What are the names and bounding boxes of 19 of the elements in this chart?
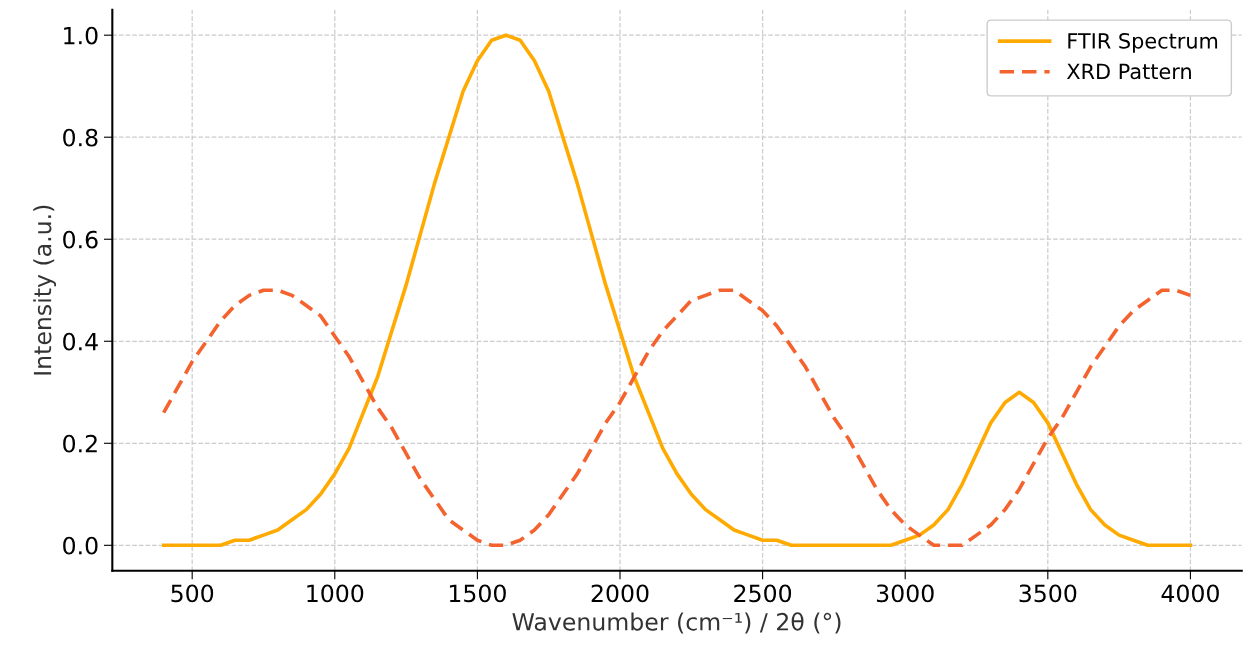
y-tick-label: 0.2 <box>63 434 97 453</box>
legend-label: XRD Pattern <box>1066 63 1191 80</box>
x-tick-label: 1500 <box>449 584 506 603</box>
x-tick-label: 500 <box>171 584 214 603</box>
x-tick-label: 2000 <box>591 584 649 603</box>
y-tick-label: 0.6 <box>63 230 98 249</box>
y-tick-label: 0.0 <box>63 536 98 555</box>
x-tick-label: 3500 <box>1019 584 1077 603</box>
legend-label: FTIR Spectrum <box>1068 32 1218 53</box>
y-tick-label: 0.8 <box>63 128 98 147</box>
y-tick-label: 1.0 <box>64 26 98 45</box>
y-axis-title: Intensity (a.u.) <box>33 205 57 375</box>
x-tick-label: 3000 <box>876 584 934 603</box>
line-series <box>161 288 1193 548</box>
x-tick-label: 4000 <box>1161 584 1219 603</box>
x-tick-label: 1000 <box>307 584 364 603</box>
x-tick-label: 2500 <box>734 584 792 603</box>
x-axis-title: Wavenumber (cm⁻¹) / 2θ (°) <box>512 612 841 634</box>
y-tick-label: 0.4 <box>63 332 98 351</box>
